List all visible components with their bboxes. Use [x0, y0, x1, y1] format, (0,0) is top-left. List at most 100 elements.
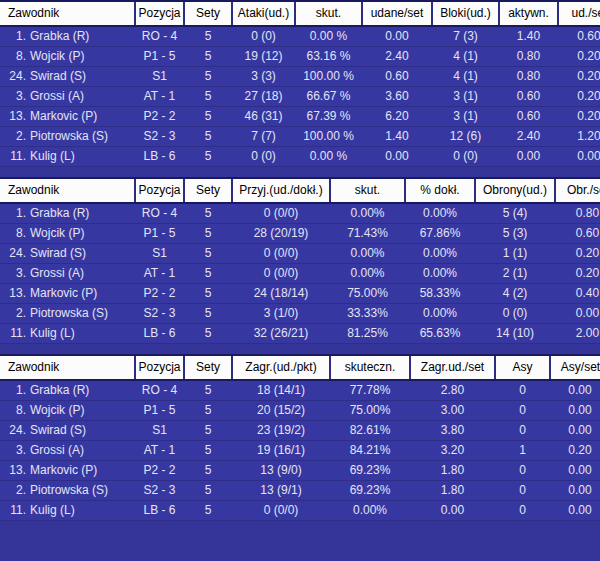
attack-block-stats-section: ZawodnikPozycjaSetyAtaki(ud.)skut.udane/…: [0, 0, 600, 167]
stat-cell: 69.23%: [330, 481, 410, 501]
stat-cell: 5: [184, 380, 232, 401]
stat-cell: 3.00: [410, 401, 495, 421]
player-row[interactable]: 13.Markovic (P)P2 - 2546 (31)67.39 %6.20…: [0, 107, 600, 127]
stat-cell: 5: [184, 26, 232, 47]
stat-cell: 5: [184, 501, 232, 521]
player-row[interactable]: 2.Piotrowska (S)S2 - 357 (7)100.00 %1.40…: [0, 127, 600, 147]
player-number: 24.: [6, 67, 26, 86]
column-header: Ataki(ud.): [232, 1, 295, 26]
player-name: Wojcik (P): [30, 403, 84, 417]
player-row[interactable]: 1.Grabka (R)RO - 450 (0)0.00 %0.007 (3)1…: [0, 26, 600, 47]
stat-cell: 0.00: [362, 26, 432, 47]
player-row[interactable]: 13.Markovic (P)P2 - 2513 (9/0)69.23%1.80…: [0, 461, 600, 481]
stat-cell: 0: [495, 481, 550, 501]
player-row[interactable]: 13.Markovic (P)P2 - 2524 (18/14)75.00%58…: [0, 284, 600, 304]
stat-cell: 0.00%: [405, 244, 475, 264]
player-name-cell: 24. Swirad (S): [0, 67, 135, 87]
column-header: Sety: [184, 178, 232, 203]
stat-cell: 5: [184, 421, 232, 441]
player-name-cell: 1.Grabka (R): [0, 203, 135, 224]
stat-cell: 3.60: [362, 87, 432, 107]
player-row[interactable]: 8.Wojcik (P)P1 - 5528 (20/19)71.43%67.86…: [0, 224, 600, 244]
stat-cell: 77.78%: [330, 380, 410, 401]
stat-cell: 46 (31): [232, 107, 295, 127]
player-name: Swirad (S): [30, 69, 86, 83]
stat-cell: 0.20: [555, 264, 600, 284]
stat-cell: S2 - 3: [135, 127, 184, 147]
stat-cell: 0.00%: [405, 203, 475, 224]
stat-cell: 3.20: [410, 441, 495, 461]
stat-cell: 5: [184, 47, 232, 67]
stat-cell: 0.00: [499, 147, 558, 167]
player-row[interactable]: 24.Swirad (S)S1523 (19/2)82.61%3.8000.00: [0, 421, 600, 441]
player-row[interactable]: 8.Wojcik (P)P1 - 5519 (12)63.16 %2.404 (…: [0, 47, 600, 67]
stat-cell: 7 (7): [232, 127, 295, 147]
player-row[interactable]: 24.Swirad (S)S150 (0/0)0.00%0.00%1 (1)0.…: [0, 244, 600, 264]
player-row[interactable]: 11.Kulig (L)LB - 650 (0)0.00 %0.000 (0)0…: [0, 147, 600, 167]
stat-cell: 0.00: [550, 461, 600, 481]
stat-cell: 0.00%: [405, 304, 475, 324]
stat-cell: 100.00 %: [295, 127, 362, 147]
stat-cell: 5: [184, 224, 232, 244]
column-header: Zawodnik: [0, 355, 135, 380]
stat-cell: 0.80: [555, 203, 600, 224]
column-header: skut.: [295, 1, 362, 26]
stat-cell: 5: [184, 401, 232, 421]
player-name-cell: 2.Piotrowska (S): [0, 481, 135, 501]
player-row[interactable]: 3.Grossi (A)AT - 150 (0/0)0.00%0.00%2 (1…: [0, 264, 600, 284]
stat-cell: 0.20: [550, 441, 600, 461]
player-row[interactable]: 1.Grabka (R)RO - 4518 (14/1)77.78%2.8000…: [0, 380, 600, 401]
player-number: 24.: [6, 244, 26, 263]
column-header: Zawodnik: [0, 1, 135, 26]
stat-cell: 67.39 %: [295, 107, 362, 127]
stat-cell: 0.00: [550, 481, 600, 501]
stat-cell: LB - 6: [135, 324, 184, 344]
stat-cell: 3.80: [410, 421, 495, 441]
stat-cell: 0: [495, 421, 550, 441]
player-number: 8.: [6, 401, 26, 420]
stat-cell: AT - 1: [135, 87, 184, 107]
stat-cell: 75.00%: [330, 401, 410, 421]
player-name-cell: 11.Kulig (L): [0, 147, 135, 167]
player-row[interactable]: 11.Kulig (L)LB - 650 (0/0)0.00%0.0000.00: [0, 501, 600, 521]
player-row[interactable]: 2.Piotrowska (S)S2 - 353 (1/0)33.33%0.00…: [0, 304, 600, 324]
stat-cell: 69.23%: [330, 461, 410, 481]
player-name-cell: 3.Grossi (A): [0, 264, 135, 284]
stat-cell: 63.16 %: [295, 47, 362, 67]
player-row[interactable]: 2.Piotrowska (S)S2 - 3513 (9/1)69.23%1.8…: [0, 481, 600, 501]
stat-cell: RO - 4: [135, 26, 184, 47]
player-row[interactable]: 3.Grossi (A)AT - 1519 (16/1)84.21%3.2010…: [0, 441, 600, 461]
column-header: Pozycja: [135, 1, 184, 26]
stat-cell: 84.21%: [330, 441, 410, 461]
stat-cell: 19 (16/1): [232, 441, 330, 461]
player-row[interactable]: 1.Grabka (R)RO - 450 (0/0)0.00%0.00%5 (4…: [0, 203, 600, 224]
stat-cell: 0.00%: [330, 264, 405, 284]
stat-cell: 4 (1): [432, 47, 499, 67]
stat-cell: 100.00 %: [295, 67, 362, 87]
stat-cell: 1.40: [362, 127, 432, 147]
stat-cell: P2 - 2: [135, 107, 184, 127]
stat-cell: 0.80: [499, 47, 558, 67]
stat-cell: 5: [184, 67, 232, 87]
stat-cell: 6.20: [362, 107, 432, 127]
player-row[interactable]: 24.Swirad (S)S153 (3)100.00 %0.604 (1)0.…: [0, 67, 600, 87]
stat-cell: 5: [184, 107, 232, 127]
stat-cell: 27 (18): [232, 87, 295, 107]
stat-cell: AT - 1: [135, 441, 184, 461]
stat-cell: 0 (0): [432, 147, 499, 167]
player-row[interactable]: 8.Wojcik (P)P1 - 5520 (15/2)75.00%3.0000…: [0, 401, 600, 421]
column-header: % dokł.: [405, 178, 475, 203]
stat-cell: 13 (9/1): [232, 481, 330, 501]
stat-cell: 20 (15/2): [232, 401, 330, 421]
stat-cell: 33.33%: [330, 304, 405, 324]
player-row[interactable]: 11.Kulig (L)LB - 6532 (26/21)81.25%65.63…: [0, 324, 600, 344]
player-row[interactable]: 3.Grossi (A)AT - 1527 (18)66.67 %3.603 (…: [0, 87, 600, 107]
player-name-cell: 13.Markovic (P): [0, 107, 135, 127]
stat-cell: 0.00 %: [295, 26, 362, 47]
stat-cell: 0 (0): [475, 304, 555, 324]
stat-cell: AT - 1: [135, 264, 184, 284]
player-name: Grossi (A): [30, 266, 84, 280]
player-name: Grabka (R): [30, 383, 89, 397]
column-header: Zawodnik: [0, 178, 135, 203]
stat-cell: 5: [184, 147, 232, 167]
